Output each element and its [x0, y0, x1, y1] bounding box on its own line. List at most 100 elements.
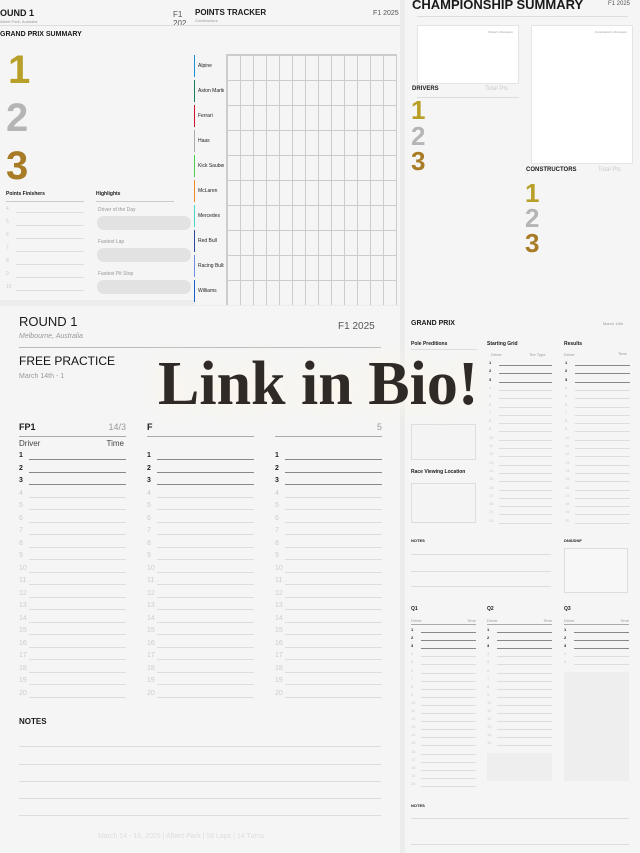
position-row[interactable]: 2: [564, 635, 629, 643]
driver-row[interactable]: 10: [147, 564, 254, 576]
fastest-lap-field[interactable]: [97, 248, 191, 262]
driver-row[interactable]: 11: [147, 576, 254, 588]
driver-row[interactable]: 1: [275, 451, 382, 463]
driver-row[interactable]: 19: [275, 676, 382, 688]
position-row[interactable]: 16: [565, 485, 630, 493]
position-row[interactable]: 2: [565, 368, 630, 376]
position-row[interactable]: 15: [487, 740, 552, 748]
position-row[interactable]: 18: [489, 501, 552, 509]
driver-row[interactable]: 17: [147, 651, 254, 663]
position-row[interactable]: 10: [565, 435, 630, 443]
position-row[interactable]: 14: [489, 468, 552, 476]
driver-row[interactable]: 19: [19, 676, 126, 688]
driver-row[interactable]: 15: [275, 626, 382, 638]
position-row[interactable]: 1: [565, 360, 630, 368]
driver-row[interactable]: 9: [275, 551, 382, 563]
finisher-row[interactable]: 10: [6, 282, 84, 294]
position-row[interactable]: 19: [411, 773, 476, 781]
driver-row[interactable]: 10: [275, 564, 382, 576]
position-row[interactable]: 1: [564, 627, 629, 635]
driver-row[interactable]: 4: [19, 489, 126, 501]
driver-row[interactable]: 6: [147, 514, 254, 526]
driver-row[interactable]: 2: [19, 464, 126, 476]
driver-row[interactable]: 8: [19, 539, 126, 551]
position-row[interactable]: 15: [411, 740, 476, 748]
position-row[interactable]: 1: [411, 627, 476, 635]
position-row[interactable]: 19: [489, 509, 552, 517]
position-row[interactable]: 6: [565, 402, 630, 410]
driver-row[interactable]: 2: [147, 464, 254, 476]
position-row[interactable]: 20: [489, 518, 552, 526]
driver-row[interactable]: 13: [19, 601, 126, 613]
position-row[interactable]: 9: [565, 426, 630, 434]
finisher-row[interactable]: 6: [6, 230, 84, 242]
driver-row[interactable]: 13: [275, 601, 382, 613]
fastest-pit-field[interactable]: [97, 280, 191, 294]
driver-row[interactable]: 11: [19, 576, 126, 588]
position-row[interactable]: 14: [565, 468, 630, 476]
position-row[interactable]: 5: [564, 659, 629, 667]
driver-row[interactable]: 16: [19, 639, 126, 651]
position-row[interactable]: 16: [489, 485, 552, 493]
constructors-champion-box[interactable]: Constructor's Champion: [531, 25, 633, 164]
driver-row[interactable]: 20: [19, 689, 126, 701]
position-row[interactable]: 14: [487, 732, 552, 740]
driver-row[interactable]: 16: [275, 639, 382, 651]
position-row[interactable]: 9: [487, 692, 552, 700]
driver-row[interactable]: 12: [275, 589, 382, 601]
driver-row[interactable]: 17: [275, 651, 382, 663]
position-row[interactable]: 12: [487, 716, 552, 724]
position-row[interactable]: 4: [565, 385, 630, 393]
position-row[interactable]: 1: [489, 360, 552, 368]
position-row[interactable]: 18: [411, 765, 476, 773]
position-row[interactable]: 2: [411, 635, 476, 643]
position-row[interactable]: 13: [489, 460, 552, 468]
position-row[interactable]: 15: [489, 476, 552, 484]
position-row[interactable]: 7: [487, 676, 552, 684]
position-row[interactable]: 14: [411, 732, 476, 740]
driver-row[interactable]: 5: [19, 501, 126, 513]
driver-row[interactable]: 3: [275, 476, 382, 488]
position-row[interactable]: 10: [411, 700, 476, 708]
position-row[interactable]: 3: [564, 643, 629, 651]
position-row[interactable]: 6: [487, 668, 552, 676]
driver-row[interactable]: 18: [275, 664, 382, 676]
position-row[interactable]: 5: [487, 659, 552, 667]
position-row[interactable]: 12: [489, 451, 552, 459]
position-row[interactable]: 3: [565, 377, 630, 385]
position-row[interactable]: 15: [565, 476, 630, 484]
position-row[interactable]: 2: [489, 368, 552, 376]
position-row[interactable]: 11: [489, 443, 552, 451]
driver-of-day-field[interactable]: [97, 216, 191, 230]
position-row[interactable]: 9: [489, 426, 552, 434]
position-row[interactable]: 8: [489, 418, 552, 426]
position-row[interactable]: 4: [564, 651, 629, 659]
driver-row[interactable]: 7: [275, 526, 382, 538]
position-row[interactable]: 11: [411, 708, 476, 716]
position-row[interactable]: 12: [411, 716, 476, 724]
driver-row[interactable]: 10: [19, 564, 126, 576]
position-row[interactable]: 2: [487, 635, 552, 643]
driver-row[interactable]: 1: [147, 451, 254, 463]
position-row[interactable]: 9: [411, 692, 476, 700]
finisher-row[interactable]: 7: [6, 243, 84, 255]
driver-row[interactable]: 19: [147, 676, 254, 688]
driver-row[interactable]: 2: [275, 464, 382, 476]
driver-row[interactable]: 9: [19, 551, 126, 563]
driver-row[interactable]: 18: [147, 664, 254, 676]
position-row[interactable]: 8: [487, 684, 552, 692]
driver-row[interactable]: 3: [19, 476, 126, 488]
driver-row[interactable]: 7: [147, 526, 254, 538]
driver-row[interactable]: 15: [147, 626, 254, 638]
driver-row[interactable]: 8: [147, 539, 254, 551]
driver-row[interactable]: 14: [19, 614, 126, 626]
driver-row[interactable]: 9: [147, 551, 254, 563]
driver-row[interactable]: 12: [19, 589, 126, 601]
position-row[interactable]: 6: [411, 668, 476, 676]
driver-row[interactable]: 6: [275, 514, 382, 526]
drivers-champion-box[interactable]: Driver's Champion: [417, 25, 519, 84]
driver-row[interactable]: 12: [147, 589, 254, 601]
pole-field[interactable]: [411, 424, 476, 460]
position-row[interactable]: 3: [487, 643, 552, 651]
driver-row[interactable]: 4: [147, 489, 254, 501]
